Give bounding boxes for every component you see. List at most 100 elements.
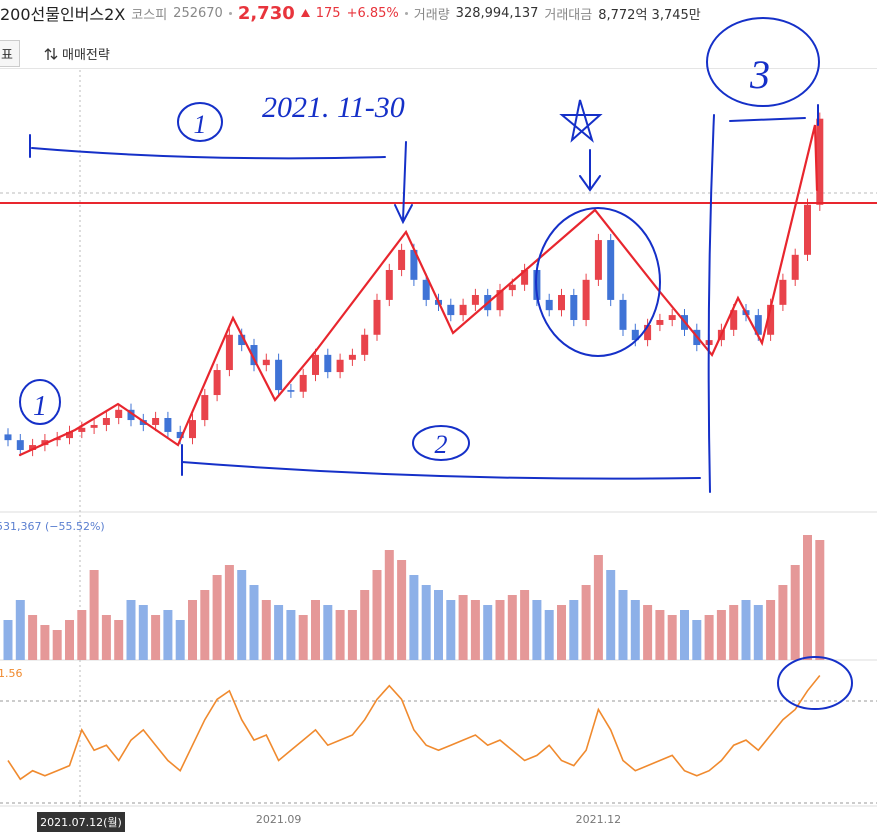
handwriting: 2021. 11-30 xyxy=(262,91,405,124)
stock-name: 200선물인버스2X xyxy=(0,5,126,24)
candle-body xyxy=(804,204,811,255)
volume-bar xyxy=(188,600,197,660)
candle-body xyxy=(225,334,233,371)
arrow xyxy=(394,141,413,225)
candle-body xyxy=(582,279,590,321)
candle-body xyxy=(238,334,246,346)
candle-body xyxy=(767,304,775,335)
volume-bar xyxy=(458,595,468,660)
volume-bar xyxy=(716,610,726,660)
volume-bar xyxy=(89,570,99,660)
candle-body xyxy=(102,418,110,425)
volume-bar xyxy=(151,615,161,660)
candle-body xyxy=(299,374,307,392)
volume-bar xyxy=(77,610,87,660)
volume-bar xyxy=(200,590,210,660)
volume-bar xyxy=(630,600,640,660)
change: 175 xyxy=(315,5,341,21)
candle-body xyxy=(594,240,602,280)
volume-bar xyxy=(15,600,25,660)
candle-body xyxy=(693,329,701,346)
strategy-button[interactable]: 매매전략 xyxy=(44,44,110,63)
candle-body xyxy=(508,284,516,291)
candle-body xyxy=(201,395,209,421)
candle-body xyxy=(459,304,467,316)
candle-body xyxy=(287,390,295,392)
handwriting: 2 xyxy=(435,430,448,459)
volume-bar xyxy=(520,590,530,660)
handwriting: 1 xyxy=(194,110,207,139)
candle-body xyxy=(176,431,184,439)
candle-body xyxy=(484,295,492,311)
bracket xyxy=(29,134,386,160)
volume-bar xyxy=(778,585,788,660)
volume-bar xyxy=(815,540,825,660)
marks: 2021.09 2021.12 2021.07.12(월) 531,367 (−55.… xyxy=(0,112,877,832)
code: 252670 xyxy=(173,5,223,21)
candle-body xyxy=(66,431,73,439)
volume-bar xyxy=(753,605,763,660)
candle-body xyxy=(533,269,541,300)
candle-body xyxy=(53,438,61,441)
tab[interactable]: 표 xyxy=(0,40,20,67)
arrow xyxy=(579,149,601,192)
volume-bar xyxy=(507,595,517,660)
candle-body xyxy=(361,334,369,355)
candle-body xyxy=(312,354,319,375)
volume-bar xyxy=(655,610,665,660)
candle-body xyxy=(705,340,713,346)
volume-label: 531,367 (−55.52%) xyxy=(0,520,105,533)
bracket xyxy=(729,104,819,126)
volume-bar xyxy=(163,610,173,660)
volume-bar xyxy=(483,605,493,660)
volume-bar xyxy=(544,610,554,660)
volume-bar xyxy=(397,560,407,660)
circle xyxy=(19,379,61,425)
volume-bar xyxy=(323,605,333,660)
candle-body xyxy=(250,345,258,366)
volume-bar xyxy=(298,615,308,660)
volume-bar xyxy=(593,555,603,660)
toolbar: 표 매매전략 xyxy=(0,38,877,69)
volume-bar xyxy=(606,570,616,660)
volume-bar xyxy=(557,605,566,660)
candle-body xyxy=(385,269,393,300)
candle-body xyxy=(631,329,639,341)
candle-body xyxy=(545,299,553,311)
candle-body xyxy=(164,418,172,432)
candle-body xyxy=(348,354,356,360)
candle-body xyxy=(213,370,221,396)
candle-body xyxy=(447,304,455,316)
candle-body xyxy=(29,445,37,450)
volume-bar xyxy=(347,610,357,660)
candle-body xyxy=(4,434,12,441)
volume-bar xyxy=(175,620,185,660)
candle-body xyxy=(730,310,738,330)
price: 2,730 xyxy=(237,2,295,24)
separator xyxy=(404,11,408,15)
circle xyxy=(412,425,470,461)
volume-bar xyxy=(790,565,800,660)
strategy-icon xyxy=(44,47,58,60)
volume-bar xyxy=(766,600,776,660)
volume-bar xyxy=(249,585,259,660)
candle-body xyxy=(570,295,578,321)
candle-body xyxy=(16,440,24,450)
change-pct: +6.85% xyxy=(346,5,399,21)
vertical-line xyxy=(707,114,715,493)
volume-bar xyxy=(704,615,714,660)
separator xyxy=(228,11,232,15)
candle-body xyxy=(779,279,787,305)
volume-bar xyxy=(237,570,247,660)
volume-bar xyxy=(372,570,382,660)
candle-body xyxy=(619,299,627,330)
volume-bar xyxy=(495,600,505,660)
volume-bar xyxy=(569,600,579,660)
strategy-label: 매매전략 xyxy=(62,48,110,63)
candle-body xyxy=(816,118,824,205)
circle xyxy=(777,656,853,710)
zigzag xyxy=(18,124,819,457)
oscillator-line xyxy=(7,674,821,781)
x-tick-label: 2021.09 xyxy=(256,813,302,826)
